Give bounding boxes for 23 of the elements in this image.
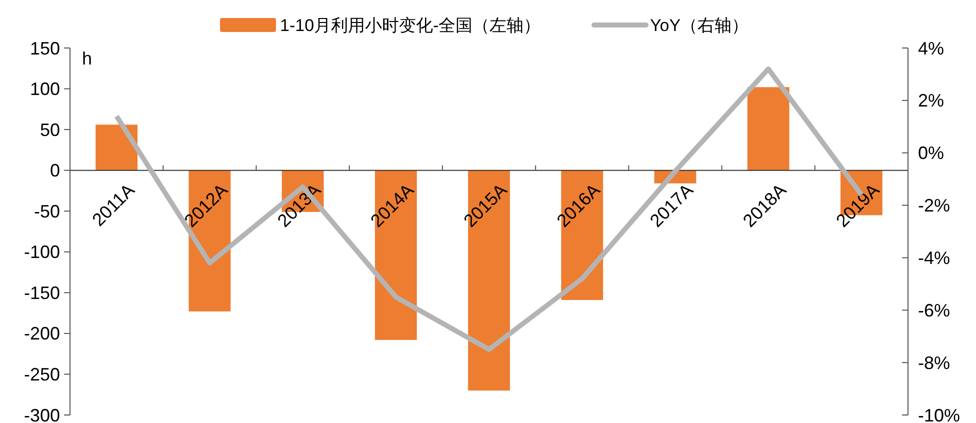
y-tick-label: -150 (24, 282, 60, 303)
y-tick-label: -200 (24, 324, 60, 344)
y2-tick-label: -4% (918, 248, 950, 268)
y2-tick-label: -2% (918, 196, 950, 216)
legend-label: YoY（右轴） (650, 16, 749, 35)
y-tick-label: -250 (24, 364, 60, 385)
y2-tick-label: 2% (918, 90, 944, 111)
y-tick-label: -100 (24, 242, 60, 262)
y-axis-title: h (82, 48, 92, 68)
bar (96, 124, 138, 170)
y2-tick-label: 0% (918, 143, 944, 164)
y-tick-label: 100 (30, 79, 60, 100)
y2-tick-label: 4% (918, 38, 944, 58)
bar (747, 87, 790, 170)
y-tick-label: 0 (50, 160, 60, 181)
y-tick-label: 50 (40, 120, 60, 140)
y-tick-label: -300 (24, 405, 60, 423)
y2-tick-label: -10% (918, 405, 960, 423)
y-tick-label: -50 (34, 201, 60, 222)
legend-label: 1-10月利用小时变化-全国（左轴） (280, 16, 541, 35)
y-tick-label: 150 (30, 38, 60, 58)
y2-tick-label: -8% (918, 352, 950, 373)
y2-tick-label: -6% (918, 300, 950, 320)
